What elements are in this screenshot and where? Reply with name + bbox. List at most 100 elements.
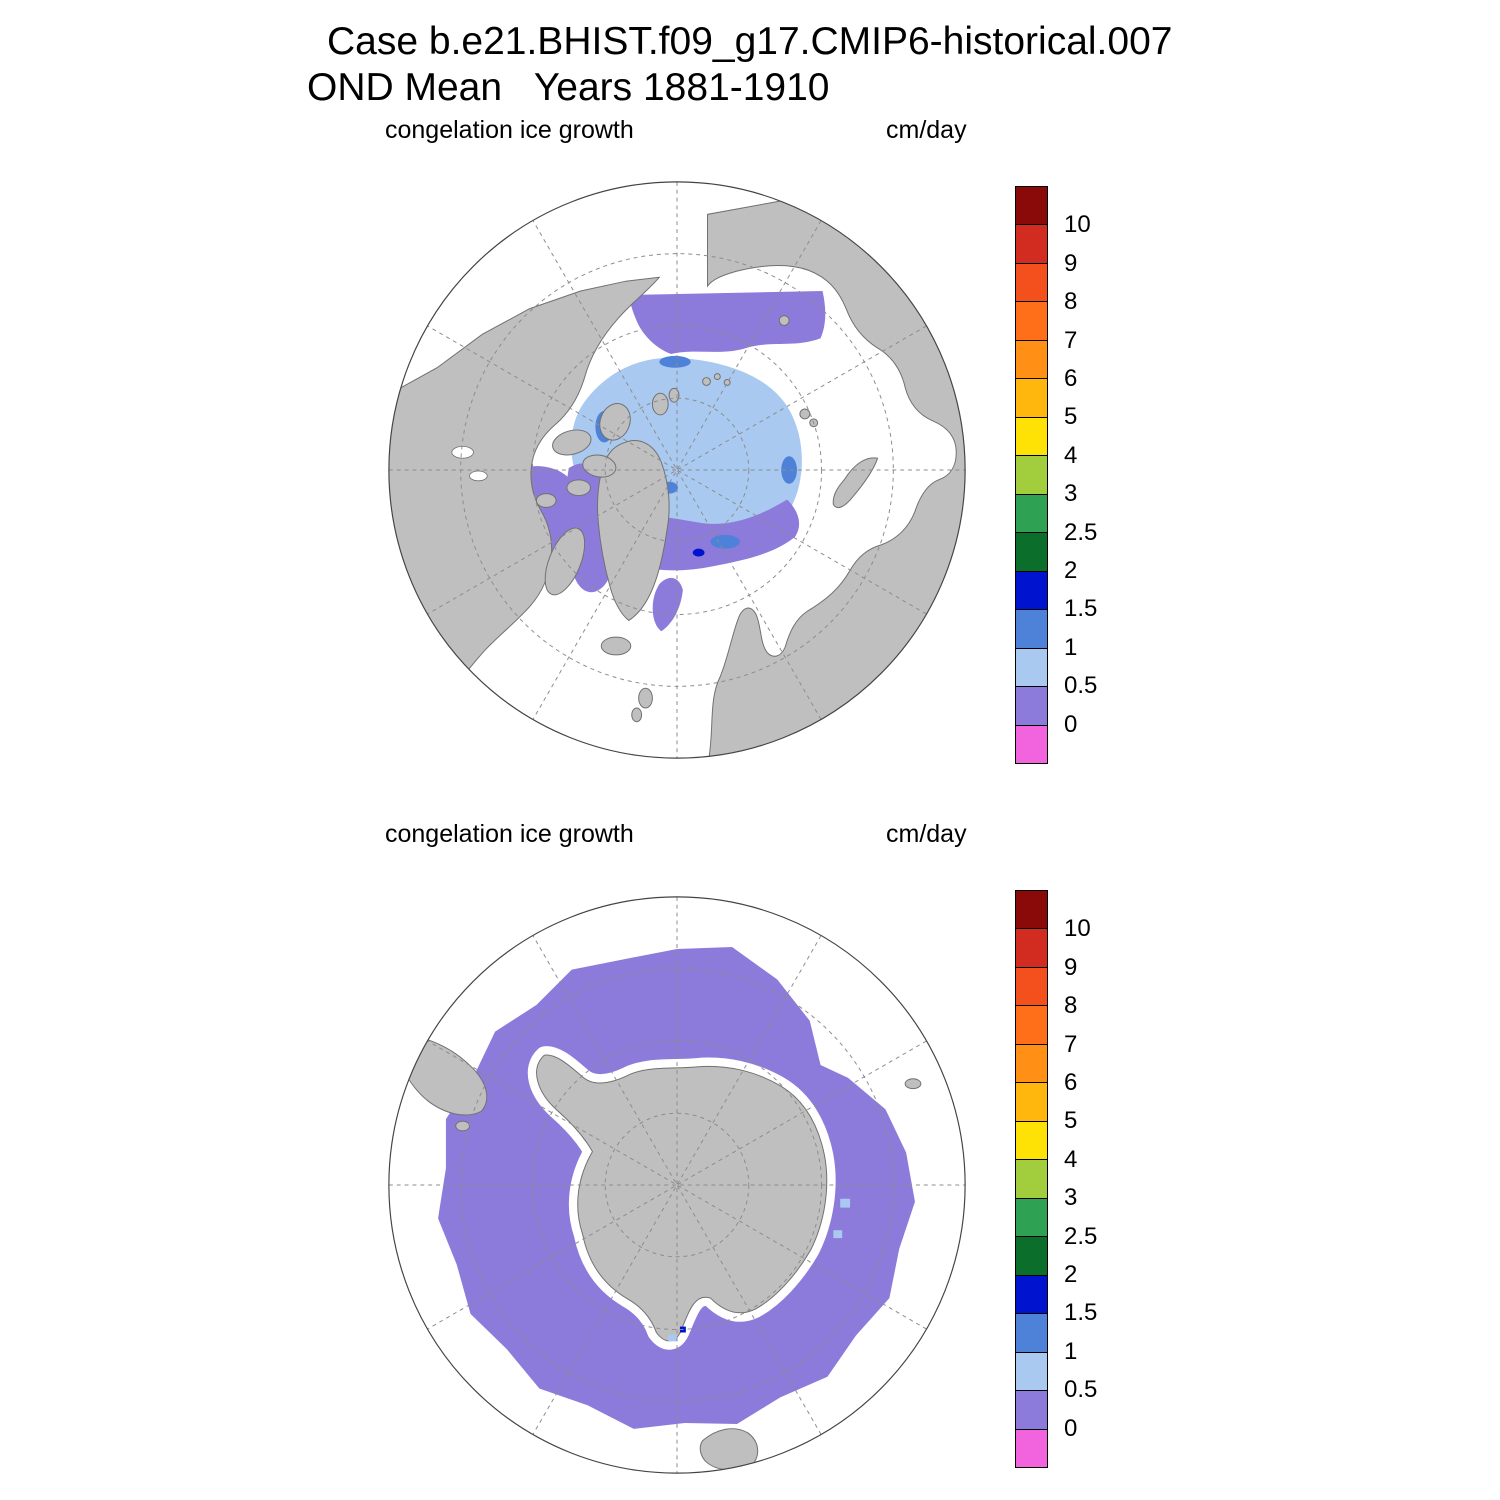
colorbar-tick-label: 0.5 bbox=[1064, 1376, 1098, 1404]
coastal-ice-speck bbox=[833, 1230, 843, 1239]
lake bbox=[451, 446, 474, 459]
falkland-islands bbox=[455, 1120, 471, 1132]
east-greenland-ice bbox=[652, 577, 683, 632]
colorbar-tick-label: 1 bbox=[1064, 633, 1078, 661]
coastal-ice-speck bbox=[668, 1334, 677, 1342]
plot-title-line2: OND Mean Years 1881-1910 bbox=[307, 66, 830, 109]
southampton-island bbox=[535, 493, 557, 508]
colorbar-south: 10 9 8 7 6 5 4 3 2.5 2 1.5 1 0.5 0 bbox=[1015, 890, 1097, 1468]
colorbar-tick-label: 8 bbox=[1064, 992, 1078, 1020]
colorbar-segment bbox=[1016, 1082, 1047, 1121]
colorbar-tick-label: 9 bbox=[1064, 953, 1078, 981]
colorbar-segment bbox=[1016, 686, 1047, 725]
colorbar-segment bbox=[1016, 1120, 1047, 1160]
archipelago-island bbox=[566, 479, 591, 497]
variable-label-south: congelation ice growth bbox=[385, 820, 634, 848]
ellesmere-island bbox=[599, 403, 631, 441]
plot-title-line1: Case b.e21.BHIST.f09_g17.CMIP6-historica… bbox=[327, 20, 1173, 63]
colorbar-segment bbox=[1016, 455, 1047, 494]
severnaya-zemlya-island bbox=[799, 408, 811, 420]
colorbar-tick-label: 3 bbox=[1064, 1184, 1078, 1212]
ice-edge-patch-dark bbox=[692, 548, 705, 557]
franz-josef-island bbox=[713, 373, 721, 381]
british-isles bbox=[631, 707, 643, 723]
colorbar-segment bbox=[1016, 532, 1047, 571]
colorbar-segment bbox=[1016, 1197, 1047, 1237]
colorbar-segment bbox=[1016, 416, 1047, 456]
colorbar-tick-label: 1.5 bbox=[1064, 1299, 1098, 1327]
colorbar-segment bbox=[1016, 1005, 1047, 1044]
colorbar-tick-label: 10 bbox=[1064, 915, 1091, 943]
victoria-island bbox=[582, 454, 617, 478]
svalbard-island bbox=[668, 387, 680, 403]
novaya-zemlya-island bbox=[832, 457, 879, 509]
colorbar-segment bbox=[1016, 339, 1047, 379]
colorbar-tick-label: 5 bbox=[1064, 403, 1078, 431]
colorbar-segment bbox=[1016, 928, 1047, 967]
ice-edge-patch bbox=[710, 534, 740, 549]
ice-edge-patch bbox=[659, 355, 691, 368]
colorbar-tick-label: 7 bbox=[1064, 1030, 1078, 1058]
colorbar-segment bbox=[1016, 966, 1047, 1006]
colorbar-segment bbox=[1016, 1390, 1047, 1429]
colorbar-tick-label: 6 bbox=[1064, 365, 1078, 392]
barents-margin-ice bbox=[622, 499, 800, 571]
greenland-land bbox=[597, 440, 670, 622]
iceland bbox=[600, 636, 632, 656]
colorbar-tick-label: 7 bbox=[1064, 326, 1078, 354]
colorbar-segment bbox=[1016, 891, 1047, 929]
colorbar-tick-label: 1 bbox=[1064, 1337, 1078, 1365]
colorbar-tick-label: 8 bbox=[1064, 288, 1078, 316]
colorbar-tick-label: 2 bbox=[1064, 557, 1078, 584]
colorbar-tick-label: 1.5 bbox=[1064, 595, 1098, 623]
colorbar-segment bbox=[1016, 647, 1047, 687]
colorbar-tick-label: 3 bbox=[1064, 480, 1078, 508]
wrangel-island bbox=[778, 315, 790, 326]
units-label-south: cm/day bbox=[886, 820, 967, 848]
colorbar-north: 10 9 8 7 6 5 4 3 2.5 2 1.5 1 0.5 0 bbox=[1015, 186, 1097, 764]
chukchi-bering-ice bbox=[629, 291, 826, 354]
british-isles bbox=[638, 687, 653, 709]
map-boundary-north bbox=[388, 181, 966, 759]
colorbar-segment bbox=[1016, 262, 1047, 302]
colorbar-segment bbox=[1016, 187, 1047, 225]
colorbar-tick-label: 2 bbox=[1064, 1261, 1078, 1288]
colorbar-segment bbox=[1016, 378, 1047, 417]
colorbar-segment bbox=[1016, 493, 1047, 533]
colorbar-tick-label: 2.5 bbox=[1064, 1222, 1098, 1250]
antarctica-land bbox=[536, 1054, 828, 1342]
colorbar-tick-label: 2.5 bbox=[1064, 518, 1098, 546]
colorbar-segment bbox=[1016, 570, 1047, 610]
colorbar-segment bbox=[1016, 1159, 1047, 1198]
variable-label-north: congelation ice growth bbox=[385, 116, 634, 144]
colorbar-segment bbox=[1016, 301, 1047, 340]
svalbard-island bbox=[651, 392, 669, 416]
colorbar-segment bbox=[1016, 1428, 1047, 1468]
graticule-north bbox=[388, 181, 966, 759]
coastal-ice-speck bbox=[840, 1198, 851, 1208]
banks-island bbox=[552, 429, 592, 456]
colorbar-tick-label: 0.5 bbox=[1064, 672, 1098, 700]
colorbar-segment bbox=[1016, 1043, 1047, 1083]
ice-edge-patch bbox=[781, 456, 797, 484]
colorbar-segment bbox=[1016, 609, 1047, 648]
colorbar-tick-label: 0 bbox=[1064, 1414, 1078, 1442]
colorbar-tick-label: 9 bbox=[1064, 249, 1078, 277]
colorbar-segment bbox=[1016, 1236, 1047, 1275]
colorbar-segment bbox=[1016, 1313, 1047, 1352]
franz-josef-island bbox=[702, 377, 711, 386]
map-boundary-south bbox=[388, 896, 966, 1474]
colorbar-segment bbox=[1016, 1351, 1047, 1391]
colorbar-tick-label: 6 bbox=[1064, 1069, 1078, 1096]
colorbar-tick-label: 4 bbox=[1064, 441, 1078, 469]
colorbar-tick-label: 5 bbox=[1064, 1107, 1078, 1135]
lake bbox=[469, 470, 488, 482]
small-island-east bbox=[904, 1078, 922, 1090]
colorbar-tick-label: 10 bbox=[1064, 211, 1091, 239]
units-label-north: cm/day bbox=[886, 116, 967, 144]
colorbar-segment bbox=[1016, 1274, 1047, 1314]
map-arctic bbox=[388, 181, 966, 759]
colorbar-tick-label: 0 bbox=[1064, 710, 1078, 738]
colorbar-segment bbox=[1016, 224, 1047, 263]
